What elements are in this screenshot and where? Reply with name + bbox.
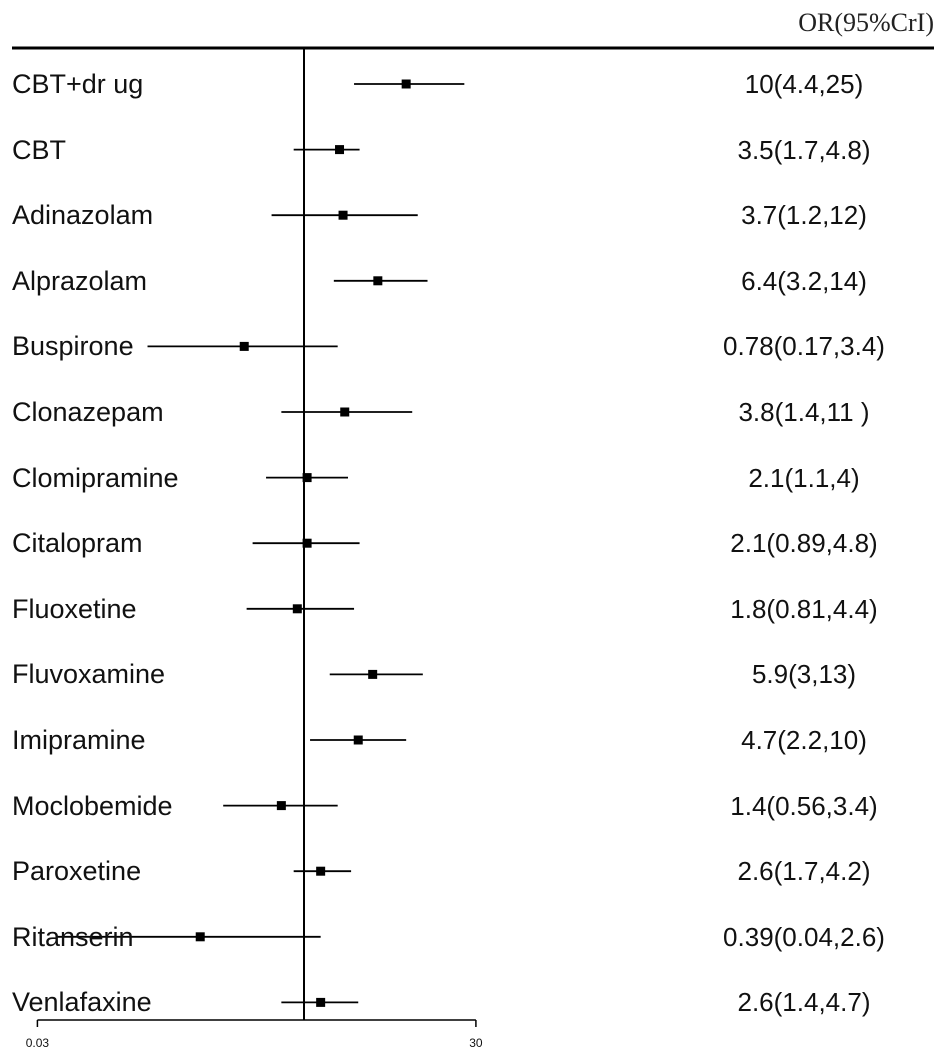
point-estimate: [316, 997, 326, 1007]
point-estimate: [353, 735, 363, 745]
study-label: CBT+dr ug: [12, 69, 144, 99]
study-label: Buspirone: [12, 331, 134, 362]
point-estimate: [338, 210, 348, 220]
study-label: Clonazepam: [12, 397, 164, 427]
study-label: Fluvoxamine: [12, 659, 166, 690]
point-estimate: [401, 79, 411, 89]
estimate-value: 2.6(1.4,4.7): [737, 987, 871, 1018]
study-label: Citalopram: [12, 528, 143, 559]
estimate-value: 0.39(0.04,2.6): [723, 921, 885, 952]
x-tick-label: 30: [469, 1036, 483, 1050]
estimate-value: 1.4(0.56,3.4): [730, 790, 878, 821]
point-estimate: [276, 801, 286, 811]
estimate-value: 4.7(2.2,10): [741, 725, 867, 755]
point-estimate: [340, 407, 350, 417]
point-estimate: [302, 473, 312, 483]
study-label: Adinazolam: [12, 200, 154, 231]
study-label: Paroxetine: [12, 856, 142, 887]
point-estimate: [373, 276, 383, 286]
x-tick-label: 0.03: [26, 1036, 50, 1050]
study-label: Alprazolam: [12, 265, 148, 296]
estimate-value: 5.9(3,13): [751, 659, 857, 690]
study-label: Venlafaxine: [12, 987, 152, 1018]
study-label: Imipramine: [12, 725, 146, 755]
study-label: Moclobemide: [12, 790, 173, 821]
estimate-value: 2.1(0.89,4.8): [730, 528, 878, 559]
point-estimate: [239, 341, 249, 351]
column-header: OR(95%CrI): [798, 8, 934, 37]
point-estimate: [335, 145, 345, 155]
study-label: Clomipramine: [12, 462, 179, 493]
estimate-value: 3.7(1.2,12): [741, 200, 867, 231]
point-estimate: [316, 866, 326, 876]
study-label: Ritanserin: [12, 921, 134, 952]
estimate-value: 2.1(1.1,4): [748, 462, 860, 493]
point-estimate: [195, 932, 205, 942]
point-estimate: [292, 604, 302, 614]
estimate-value: 10(4.4,25): [744, 69, 864, 99]
point-estimate: [368, 669, 378, 679]
study-label: CBT: [12, 134, 66, 165]
estimate-value: 6.4(3.2,14): [741, 265, 867, 296]
study-label: Fluoxetine: [12, 593, 137, 624]
estimate-value: 3.5(1.7,4.8): [737, 134, 871, 165]
estimate-value: 0.78(0.17,3.4): [723, 331, 885, 362]
estimate-value: 3.8(1.4,11 ): [738, 397, 870, 427]
point-estimate: [302, 538, 312, 548]
estimate-value: 2.6(1.7,4.2): [737, 856, 871, 887]
estimate-value: 1.8(0.81,4.4): [730, 593, 878, 624]
